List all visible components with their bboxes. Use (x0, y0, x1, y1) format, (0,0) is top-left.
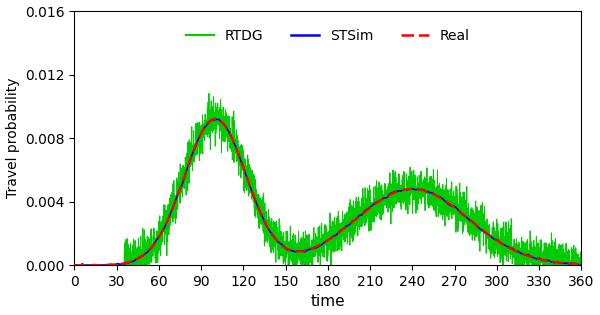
X-axis label: time: time (311, 295, 345, 309)
Legend: RTDG, STSim, Real: RTDG, STSim, Real (180, 23, 476, 48)
Y-axis label: Travel probability: Travel probability (5, 78, 20, 198)
